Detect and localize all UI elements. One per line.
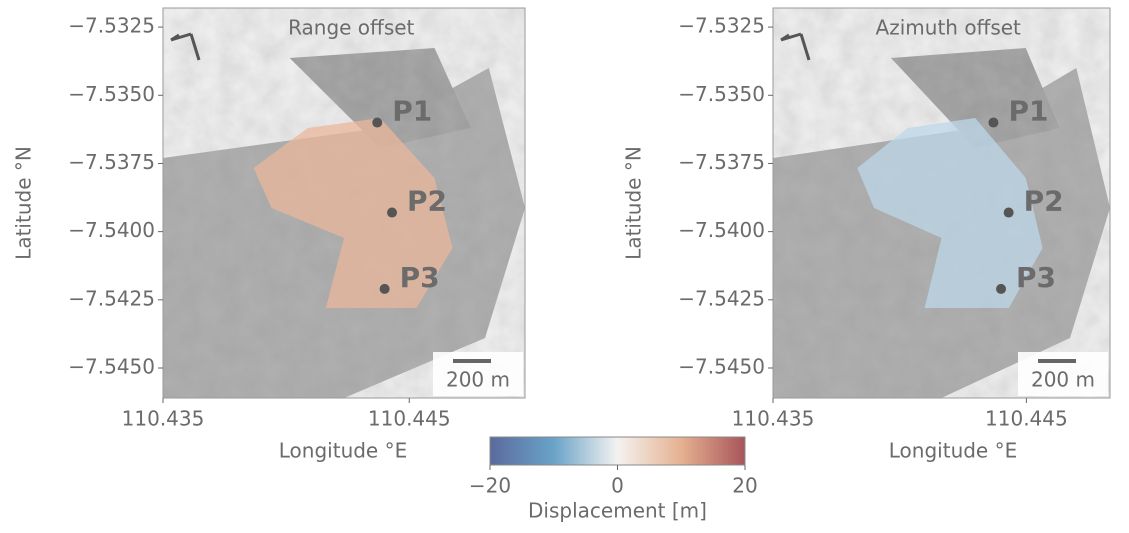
figure: Range offset −7.5325 −7.5350 −7.5375 −7.5400…	[0, 0, 1129, 529]
panel-title: Azimuth offset	[876, 16, 1022, 40]
point-label: P2	[407, 185, 447, 218]
y-tick-label: −7.5450	[678, 355, 765, 379]
panel-title: Range offset	[288, 16, 414, 40]
point-label: P3	[1016, 261, 1056, 294]
x-tick-label: 110.435	[122, 407, 205, 431]
x-axis-label: Longitude °E	[279, 439, 407, 463]
point	[1004, 208, 1014, 218]
scale-label: 200 m	[446, 368, 510, 392]
point	[996, 284, 1006, 294]
y-tick-label: −7.5425	[678, 286, 765, 310]
colorbar	[490, 437, 745, 465]
point-label: P1	[1008, 95, 1048, 128]
scale-label: 200 m	[1031, 368, 1095, 392]
point-label: P2	[1024, 185, 1064, 218]
y-tick-label: −7.5350	[678, 82, 765, 106]
y-tick-label: −7.5375	[678, 150, 765, 174]
point-label: P1	[392, 95, 432, 128]
y-axis-label: Latitude °N	[12, 146, 36, 260]
x-axis-label: Longitude °E	[889, 439, 1017, 463]
x-tick-label: 110.445	[985, 407, 1068, 431]
x-tick-label: 110.435	[732, 407, 815, 431]
x-tick-label: 110.445	[368, 407, 451, 431]
y-tick-label: −7.5400	[68, 218, 155, 242]
point	[380, 284, 390, 294]
y-tick-label: −7.5400	[678, 218, 765, 242]
point-label: P3	[400, 261, 440, 294]
point	[988, 118, 998, 128]
map-image	[163, 8, 525, 398]
colorbar-label: Displacement [m]	[528, 499, 707, 523]
y-tick-label: −7.5325	[68, 14, 155, 38]
y-tick-label: −7.5450	[68, 355, 155, 379]
y-tick-label: −7.5325	[678, 14, 765, 38]
point	[372, 118, 382, 128]
colorbar-tick-label: 0	[611, 474, 624, 498]
colorbar-tick-label: −20	[469, 474, 511, 498]
y-tick-label: −7.5425	[68, 286, 155, 310]
colorbar-tick-label: 20	[732, 474, 757, 498]
point	[387, 208, 397, 218]
y-tick-label: −7.5350	[68, 82, 155, 106]
y-tick-label: −7.5375	[68, 150, 155, 174]
y-axis-label: Latitude °N	[622, 146, 646, 260]
